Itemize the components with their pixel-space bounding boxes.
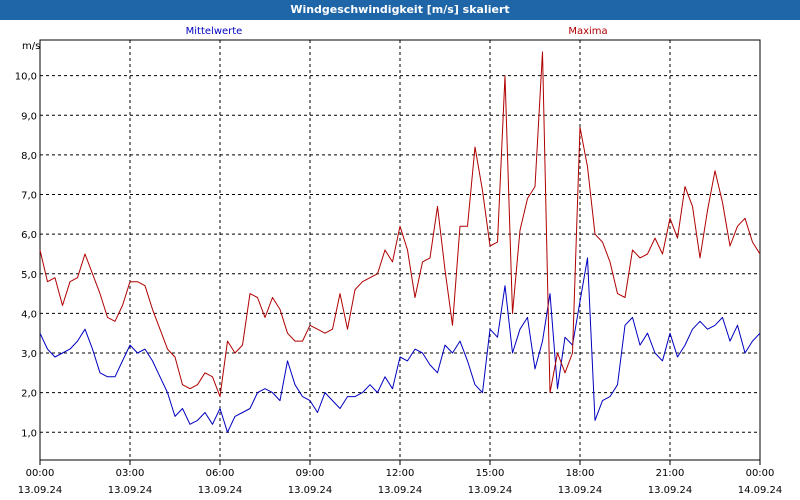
y-tick-label: 6,0 (21, 230, 37, 241)
y-axis-label: m/s (22, 41, 40, 52)
y-tick-label: 7,0 (21, 191, 37, 202)
y-tick-label: 10,0 (15, 72, 37, 83)
x-tick-time: 18:00 (566, 468, 595, 479)
x-tick-date: 14.09.24 (738, 485, 783, 496)
y-tick-label: 4,0 (21, 309, 37, 320)
legend-mittelwerte: Mittelwerte (186, 26, 243, 37)
x-tick-time: 21:00 (656, 468, 685, 479)
y-tick-label: 2,0 (21, 389, 37, 400)
x-tick-time: 00:00 (746, 468, 775, 479)
series-mittelwerte (39, 257, 761, 433)
series-maxima (39, 51, 761, 398)
x-tick-time: 00:00 (26, 468, 55, 479)
series-line-maxima (39, 51, 761, 398)
x-tick-date: 13.09.24 (648, 485, 693, 496)
x-tick-time: 12:00 (386, 468, 415, 479)
series-line-mittelwerte (39, 257, 761, 433)
x-tick-time: 06:00 (206, 468, 235, 479)
y-tick-label: 3,0 (21, 349, 37, 360)
x-tick-date: 13.09.24 (18, 485, 63, 496)
x-tick-date: 13.09.24 (108, 485, 153, 496)
chart-title: Windgeschwindigkeit [m/s] skaliert (0, 0, 800, 20)
x-tick-date: 13.09.24 (378, 485, 423, 496)
x-tick-date: 13.09.24 (198, 485, 243, 496)
y-tick-label: 5,0 (21, 270, 37, 281)
x-tick-time: 09:00 (296, 468, 325, 479)
x-tick-date: 13.09.24 (468, 485, 513, 496)
grid (40, 40, 760, 460)
series-lines (39, 51, 761, 433)
x-tick-date: 13.09.24 (288, 485, 333, 496)
y-tick-label: 9,0 (21, 111, 37, 122)
legend-maxima: Maxima (568, 26, 607, 37)
x-tick-date: 13.09.24 (558, 485, 603, 496)
y-tick-label: 1,0 (21, 428, 37, 439)
x-tick-time: 03:00 (116, 468, 145, 479)
y-tick-label: 8,0 (21, 151, 37, 162)
x-tick-time: 15:00 (476, 468, 505, 479)
